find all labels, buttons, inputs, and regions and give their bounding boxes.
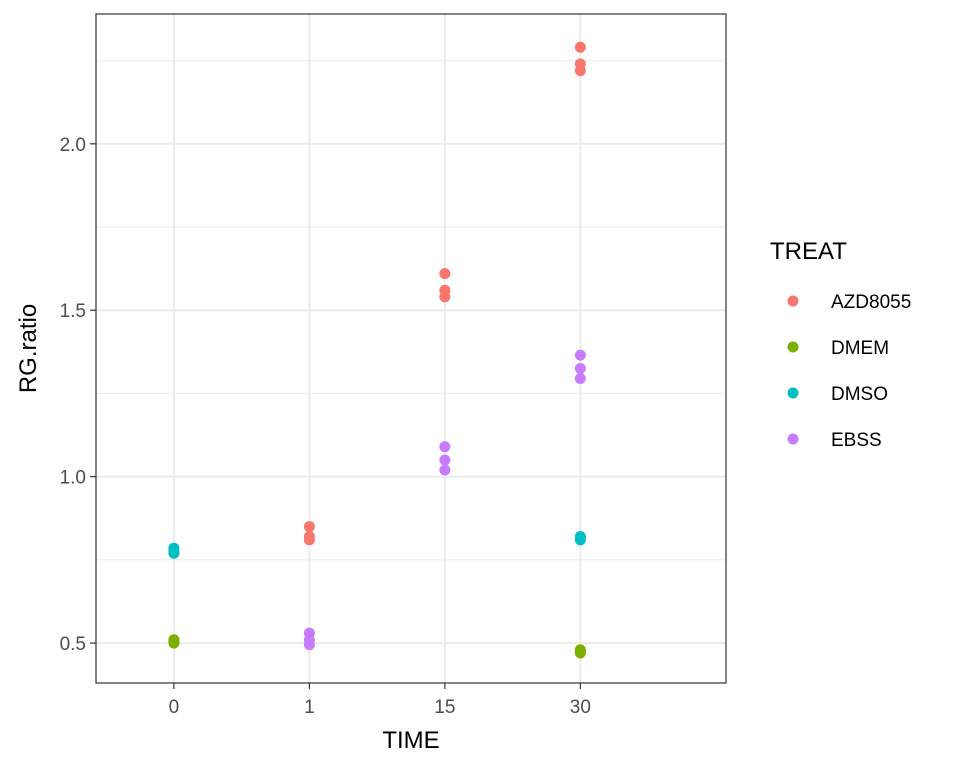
axes: 0.5 1.0 1.5 2.0 0 1 15 30 [60,135,591,718]
data-point [439,291,451,303]
series-dmem [168,634,586,659]
legend-label: AZD8055 [831,292,911,313]
y-tick-label: 2.0 [60,135,86,156]
data-point [168,547,180,559]
data-point [303,639,315,651]
data-point [168,637,180,649]
x-tick-label: 0 [169,697,180,718]
legend-item: AZD8055 [787,292,911,313]
legend-key [787,295,799,307]
legend-item: DMEM [787,338,889,359]
data-point [303,521,315,533]
y-tick-label: 1.0 [60,468,86,489]
series-ebss [303,349,586,651]
data-point [574,349,586,361]
legend-label: DMSO [831,384,888,405]
y-tick-label: 1.5 [60,301,86,322]
x-axis-title: TIME [382,727,439,754]
legend-item: EBSS [787,430,882,451]
legend-key [787,341,799,353]
y-tick-label: 0.5 [60,634,86,655]
legend-key [787,433,799,445]
series-dmso [168,531,586,559]
data-point [439,441,451,453]
data-point [303,534,315,546]
y-axis-title: RG.ratio [15,304,42,393]
data-point [574,362,586,374]
legend-label: DMEM [831,338,889,359]
data-point [439,268,451,280]
x-tick-label: 1 [304,697,315,718]
legend: TREAT AZD8055 DMEM DMSO EBSS [770,238,911,451]
series-azd8055 [303,41,586,546]
legend-title: TREAT [770,238,847,265]
legend-key [787,387,799,399]
grid [96,14,726,683]
x-tick-label: 30 [570,697,591,718]
data-point [574,534,586,546]
data-point [574,65,586,77]
x-tick-label: 15 [434,697,455,718]
legend-label: EBSS [831,430,882,451]
data-point [574,647,586,659]
data-points [168,41,586,659]
data-point [439,454,451,466]
data-point [574,372,586,384]
panel-border [95,13,727,684]
legend-item: DMSO [787,384,888,405]
data-point [574,41,586,53]
data-point [439,464,451,476]
